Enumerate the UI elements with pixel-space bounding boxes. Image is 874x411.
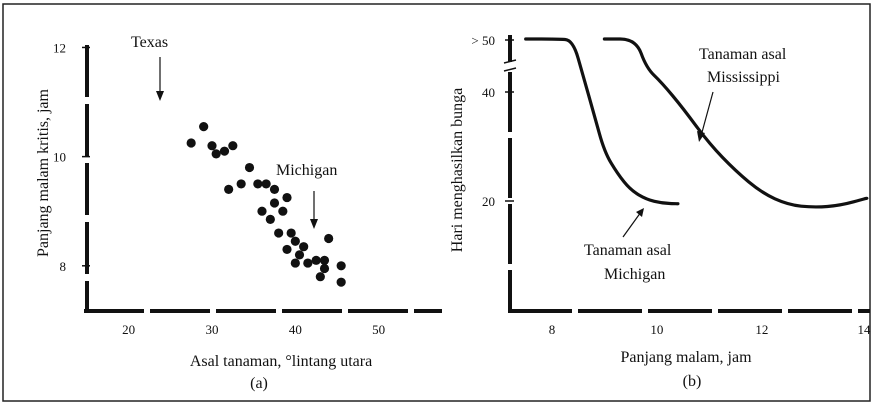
chart-a-x-tick-label: 40 <box>289 322 302 337</box>
chart-b-x-tick-label: 8 <box>549 322 556 337</box>
scatter-point <box>319 263 330 274</box>
figure-border <box>2 3 871 402</box>
scatter-point <box>324 233 334 244</box>
chart-a-x-tick-label: 20 <box>122 322 135 337</box>
scatter-point <box>294 250 305 260</box>
scatter-point <box>186 138 196 148</box>
chart-b-y-tick-label: 20 <box>482 194 495 209</box>
scatter-point <box>269 198 280 208</box>
chart-b-lines <box>524 37 869 209</box>
scatter-point <box>207 141 217 151</box>
scatter-point <box>290 258 300 268</box>
series-label-mississippi-1: Tanaman asal <box>699 46 787 63</box>
annotation-michigan: Michigan <box>276 162 337 179</box>
scatter-point <box>278 206 288 216</box>
chart-b-y-tick-label: 40 <box>482 85 495 100</box>
scatter-point <box>257 206 267 216</box>
scatter-point <box>265 214 275 224</box>
chart-a-y-tick-label: 12 <box>53 40 66 55</box>
chart-a-x-ticks: 20 30 40 50 <box>122 322 385 337</box>
chart-a-caption: (a) <box>250 375 268 392</box>
chart-b-x-tick-label: 14 <box>858 322 872 337</box>
scatter-point <box>282 244 292 255</box>
scatter-point <box>228 141 238 151</box>
series-line-michigan <box>524 37 680 206</box>
michigan-series-arrow-head <box>636 208 644 217</box>
chart-b-x-label: Panjang malam, jam <box>620 349 752 366</box>
scatter-point <box>253 179 263 189</box>
chart-a-y-tick-label: 10 <box>53 150 66 165</box>
chart-b: > 50 40 20 8 10 12 14 Tanaman asal Mississipp… <box>449 33 871 390</box>
chart-b-x-tick-label: 12 <box>755 322 768 337</box>
chart-a-y-label: Panjang malam kritis, jam <box>35 88 52 257</box>
texas-arrow-head <box>156 91 164 101</box>
scatter-point <box>224 184 234 194</box>
axis-break-icon <box>503 59 517 72</box>
scatter-point <box>199 122 209 132</box>
scatter-point <box>315 272 325 282</box>
scatter-point <box>336 277 346 287</box>
chart-b-y-tick-label: > 50 <box>471 33 495 48</box>
scatter-point <box>261 179 271 189</box>
scatter-point <box>282 192 292 203</box>
chart-a-y-ticks: 8 10 12 <box>53 40 90 274</box>
chart-b-caption: (b) <box>683 373 702 390</box>
scatter-point <box>211 149 221 159</box>
chart-a-points <box>186 122 346 287</box>
chart-a: 8 10 12 20 30 40 50 Texas Michigan Panjang ma… <box>35 34 442 392</box>
michigan-arrow-head <box>310 219 318 229</box>
chart-b-y-ticks: > 50 40 20 <box>471 33 514 209</box>
chart-b-x-tick-label: 10 <box>650 322 663 337</box>
series-line-mississippi <box>602 37 869 209</box>
scatter-point <box>269 184 280 194</box>
chart-a-y-tick-label: 8 <box>60 259 67 274</box>
series-label-mississippi-2: Mississippi <box>707 69 780 86</box>
mississippi-arrow <box>700 91 714 137</box>
scatter-point <box>319 255 330 265</box>
scatter-point <box>274 228 284 238</box>
chart-b-y-label: Hari menghasilkan bunga <box>449 88 466 252</box>
chart-a-x-label: Asal tanaman, °lintang utara <box>190 353 372 370</box>
scatter-point <box>311 255 321 265</box>
chart-a-x-tick-label: 30 <box>206 322 219 337</box>
chart-b-x-ticks: 8 10 12 14 <box>549 322 871 337</box>
series-label-michigan-1: Tanaman asal <box>584 242 672 259</box>
scatter-point <box>219 146 230 156</box>
scatter-point <box>336 261 346 271</box>
scatter-point <box>236 179 246 189</box>
scatter-point <box>303 258 313 268</box>
scatter-point <box>299 242 309 252</box>
mississippi-arrow-head <box>697 131 705 142</box>
scatter-point <box>244 162 255 173</box>
chart-a-x-tick-label: 50 <box>372 322 385 337</box>
annotation-texas: Texas <box>131 34 168 51</box>
scatter-point <box>290 236 300 246</box>
scatter-point <box>286 228 296 238</box>
series-label-michigan-2: Michigan <box>604 266 665 283</box>
michigan-series-arrow <box>622 211 642 238</box>
